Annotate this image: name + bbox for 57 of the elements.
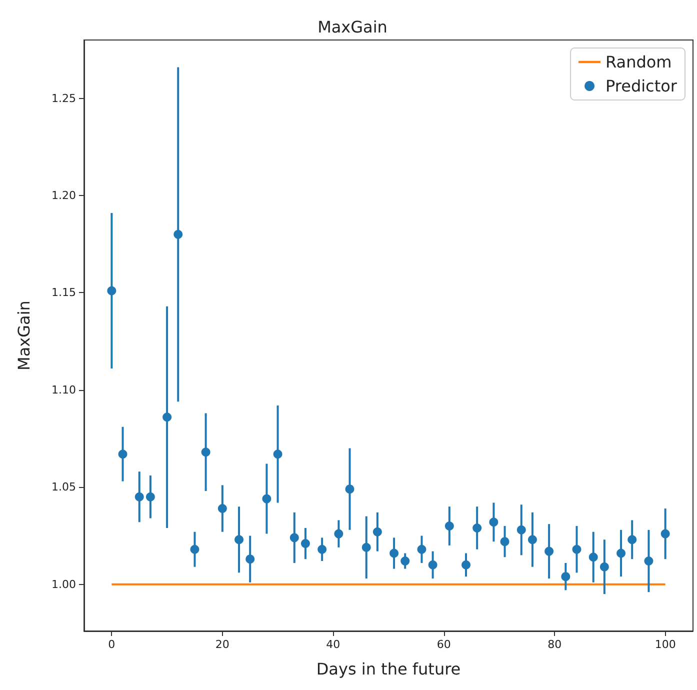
point (334, 529, 344, 538)
point (428, 560, 438, 570)
point (644, 556, 654, 566)
point (444, 522, 454, 531)
chart-title: MaxGain (318, 18, 388, 36)
x-axis-title: Days in the future (316, 660, 461, 678)
y-tick-label: 1.05 (52, 480, 76, 494)
legend-label: Predictor (606, 76, 678, 96)
point (162, 412, 172, 422)
point (572, 544, 582, 554)
point (588, 552, 598, 562)
point (472, 523, 482, 532)
y-axis-title: MaxGain (14, 300, 34, 370)
point (201, 448, 210, 457)
point (290, 533, 299, 542)
point (660, 529, 670, 538)
point (318, 544, 327, 554)
y-tick-label: 1.20 (52, 189, 76, 202)
point (134, 492, 144, 502)
point (118, 450, 128, 459)
point (417, 544, 426, 554)
point (544, 546, 554, 556)
x-tick-label: 100 (654, 638, 676, 651)
point (561, 572, 570, 582)
point (500, 537, 510, 546)
point (628, 535, 637, 544)
point (516, 525, 526, 534)
x-tick-label: 80 (548, 638, 562, 651)
y-tick-label: 1.00 (52, 578, 76, 591)
point (190, 544, 200, 554)
x-tick-label: 40 (326, 638, 340, 651)
point (234, 535, 244, 544)
point (273, 450, 282, 459)
point (390, 548, 399, 558)
point (362, 542, 371, 552)
point (146, 492, 155, 502)
point (174, 230, 183, 239)
point (462, 560, 471, 570)
point (345, 484, 354, 494)
point (300, 539, 310, 548)
point (372, 527, 382, 536)
point (489, 518, 498, 527)
legend-label: Random (606, 52, 672, 72)
point (528, 535, 537, 544)
point (616, 548, 626, 558)
x-tick-label: 60 (436, 638, 451, 651)
point (400, 556, 410, 566)
point (600, 562, 609, 572)
y-tick-label: 1.10 (52, 383, 76, 396)
point (262, 494, 272, 504)
point (107, 286, 116, 296)
point (218, 504, 227, 514)
y-tick-label: 1.15 (52, 286, 76, 300)
x-tick-label: 20 (215, 638, 230, 651)
x-tick-label: 0 (108, 638, 116, 651)
point (246, 554, 255, 564)
y-tick-label: 1.25 (52, 92, 76, 105)
